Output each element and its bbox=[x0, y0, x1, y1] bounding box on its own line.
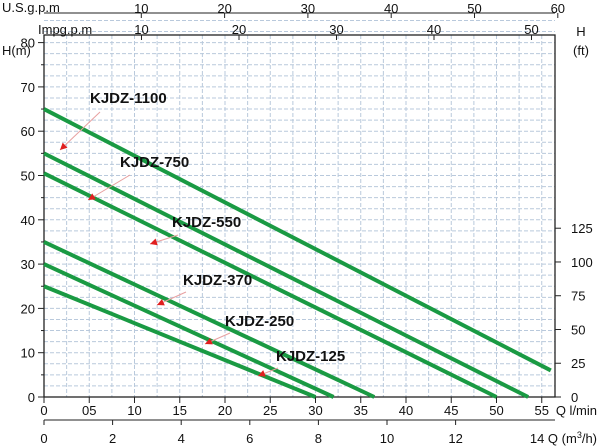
left-tick-label: 70 bbox=[21, 80, 35, 95]
lpm-tick-label: 30 bbox=[308, 403, 322, 418]
m3h-tick-label: 10 bbox=[380, 431, 394, 446]
lpm-axis-label: Q l/min bbox=[556, 403, 597, 418]
impgpm-tick-label: 50 bbox=[524, 22, 538, 37]
curve-label-kjdz-1100: KJDZ-1100 bbox=[90, 90, 167, 107]
curve-label-kjdz-750: KJDZ-750 bbox=[120, 154, 189, 171]
m3h-tick-label: 6 bbox=[246, 431, 253, 446]
usgpm-tick-label: 30 bbox=[301, 1, 315, 16]
usgpm-tick-label: 60 bbox=[551, 1, 565, 16]
arrowhead-icon bbox=[150, 238, 158, 246]
impgpm-axis-label: Impg.p.m bbox=[38, 22, 92, 37]
lpm-tick-label: 05 bbox=[82, 403, 96, 418]
m3h-tick-label: 12 bbox=[448, 431, 462, 446]
leader-line bbox=[59, 111, 101, 151]
curves bbox=[43, 107, 552, 399]
lpm-tick-label: 10 bbox=[127, 403, 141, 418]
right-tick-label: 125 bbox=[571, 221, 593, 236]
usgpm-tick-label: 50 bbox=[467, 1, 481, 16]
arrowhead-icon bbox=[205, 337, 213, 345]
impgpm-tick-label: 20 bbox=[232, 22, 246, 37]
left-tick-label: 20 bbox=[21, 301, 35, 316]
impgpm-tick-label: 10 bbox=[134, 22, 148, 37]
plot-frame bbox=[43, 34, 556, 398]
m3h-tick-label: 0 bbox=[40, 431, 47, 446]
right-tick-label: 25 bbox=[571, 356, 585, 371]
lpm-tick-label: 45 bbox=[444, 403, 458, 418]
curve-kjdz-550 bbox=[43, 171, 498, 399]
usgpm-axis-label: U.S.g.p.m bbox=[2, 0, 60, 15]
left-tick-label: 80 bbox=[21, 36, 35, 51]
impgpm-tick-label: 30 bbox=[329, 22, 343, 37]
annotations: KJDZ-1100 KJDZ-750 KJDZ-550 KJDZ-370 KJDZ-25… bbox=[59, 90, 345, 377]
right-axis-unit-bottom: (ft) bbox=[573, 43, 589, 58]
curve-label-kjdz-370: KJDZ-370 bbox=[183, 272, 252, 289]
arrowhead-icon bbox=[88, 193, 96, 200]
curve-kjdz-750 bbox=[43, 151, 530, 399]
right-axis-unit-top: H bbox=[576, 24, 585, 39]
m3h-tick-label: 4 bbox=[178, 431, 185, 446]
left-tick-label: 10 bbox=[21, 346, 35, 361]
impgpm-tick-label: 40 bbox=[427, 22, 441, 37]
lpm-tick-label: 25 bbox=[263, 403, 277, 418]
right-tick-label: 100 bbox=[571, 255, 593, 270]
curve-kjdz-125 bbox=[43, 284, 317, 399]
curve-label-kjdz-250: KJDZ-250 bbox=[225, 313, 294, 330]
left-tick-label: 40 bbox=[21, 213, 35, 228]
right-tick-label: 50 bbox=[571, 322, 585, 337]
m3h-tick-label: 8 bbox=[315, 431, 322, 446]
usgpm-tick-label: 40 bbox=[384, 1, 398, 16]
usgpm-tick-label: 10 bbox=[134, 1, 148, 16]
lpm-tick-label: 20 bbox=[218, 403, 232, 418]
right-tick-label: 0 bbox=[571, 390, 578, 405]
m3h-axis-label: 14 Q (m3/h) bbox=[530, 430, 597, 446]
left-tick-label: 0 bbox=[28, 390, 35, 405]
curve-label-kjdz-550: KJDZ-550 bbox=[172, 214, 241, 231]
lpm-tick-label: 0 bbox=[40, 403, 47, 418]
usgpm-tick-label: 20 bbox=[217, 1, 231, 16]
lpm-tick-label: 35 bbox=[354, 403, 368, 418]
leader-line bbox=[87, 174, 131, 201]
left-tick-label: 30 bbox=[21, 257, 35, 272]
curve-kjdz-250 bbox=[43, 262, 335, 399]
left-tick-label: 60 bbox=[21, 124, 35, 139]
lpm-tick-label: 15 bbox=[173, 403, 187, 418]
left-tick-label: 50 bbox=[21, 169, 35, 184]
grid bbox=[43, 19, 555, 398]
lpm-tick-label: 40 bbox=[399, 403, 413, 418]
arrowhead-icon bbox=[258, 370, 266, 377]
lpm-tick-label: 55 bbox=[535, 403, 549, 418]
m3h-tick-label: 2 bbox=[109, 431, 116, 446]
arrowhead-icon bbox=[157, 298, 165, 306]
arrowhead-icon bbox=[60, 142, 68, 150]
lpm-tick-label: 50 bbox=[489, 403, 503, 418]
curve-kjdz-1100 bbox=[43, 107, 552, 373]
left-axis-unit: H(m) bbox=[2, 43, 31, 58]
right-tick-label: 75 bbox=[571, 289, 585, 304]
curve-kjdz-370 bbox=[43, 240, 376, 399]
curve-label-kjdz-125: KJDZ-125 bbox=[276, 348, 345, 365]
